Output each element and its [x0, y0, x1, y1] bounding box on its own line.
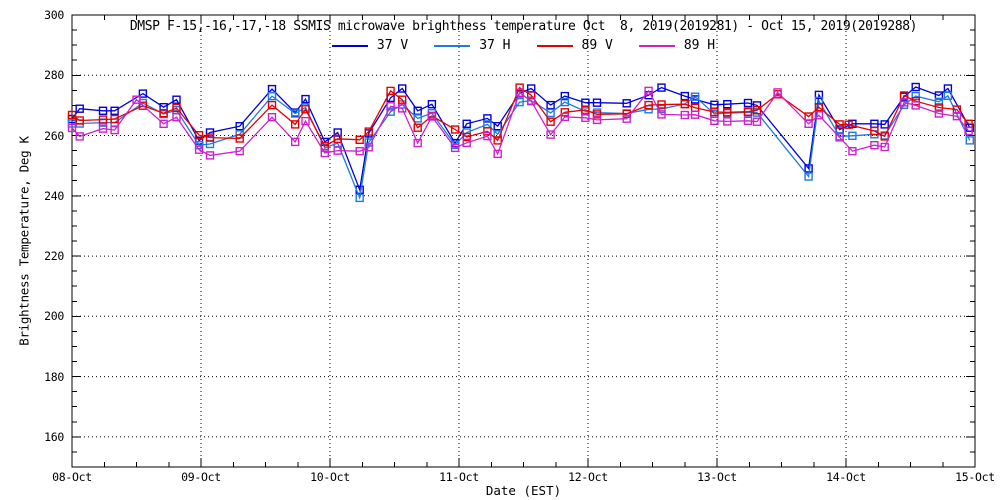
y-tick-label: 220 — [44, 249, 64, 264]
legend-label-89v: 89 V — [581, 38, 613, 53]
y-tick-label: 260 — [44, 128, 64, 143]
legend-item-89v: 89 V — [536, 38, 613, 53]
x-tick-label: 10-Oct — [310, 470, 350, 484]
legend-item-37h: 37 H — [434, 38, 511, 53]
legend-swatch-37v — [331, 44, 368, 47]
chart-title: DMSP F-15,-16,-17,-18 SSMIS microwave br… — [129, 19, 918, 34]
series-89-v — [67, 83, 973, 151]
axis-box — [71, 14, 976, 468]
x-tick-label: 15-Oct — [955, 470, 995, 484]
y-tick-label: 180 — [44, 369, 64, 384]
y-tick-label: 280 — [44, 68, 64, 83]
legend: 37 V 37 H 89 V 89 H — [72, 38, 975, 53]
x-tick-label: 12-Oct — [568, 470, 608, 484]
y-tick-label: 160 — [44, 429, 64, 444]
x-tick-label: 11-Oct — [439, 470, 479, 484]
legend-item-89h: 89 H — [638, 38, 716, 53]
x-tick-label: 13-Oct — [697, 470, 737, 484]
legend-label-37v: 37 V — [376, 38, 409, 53]
x-tick-label: 08-Oct — [52, 470, 92, 484]
y-tick-label: 240 — [44, 188, 64, 203]
x-tick-label: 14-Oct — [826, 470, 866, 484]
legend-swatch-37h — [434, 44, 471, 47]
series-37-v — [67, 82, 974, 195]
y-tick-label: 200 — [44, 309, 64, 324]
legend-label-89h: 89 H — [683, 38, 716, 53]
legend-swatch-89h — [638, 44, 675, 47]
legend-label-37h: 37 H — [479, 38, 511, 53]
series-37-h — [67, 91, 974, 203]
x-axis-label: Date (EST) — [485, 483, 562, 498]
legend-item-37v: 37 V — [331, 38, 409, 53]
series-89-h — [67, 86, 973, 160]
legend-swatch-89v — [536, 44, 573, 47]
gridlines — [72, 15, 975, 467]
x-tick-label: 09-Oct — [181, 470, 221, 484]
y-tick-label: 300 — [44, 8, 64, 22]
